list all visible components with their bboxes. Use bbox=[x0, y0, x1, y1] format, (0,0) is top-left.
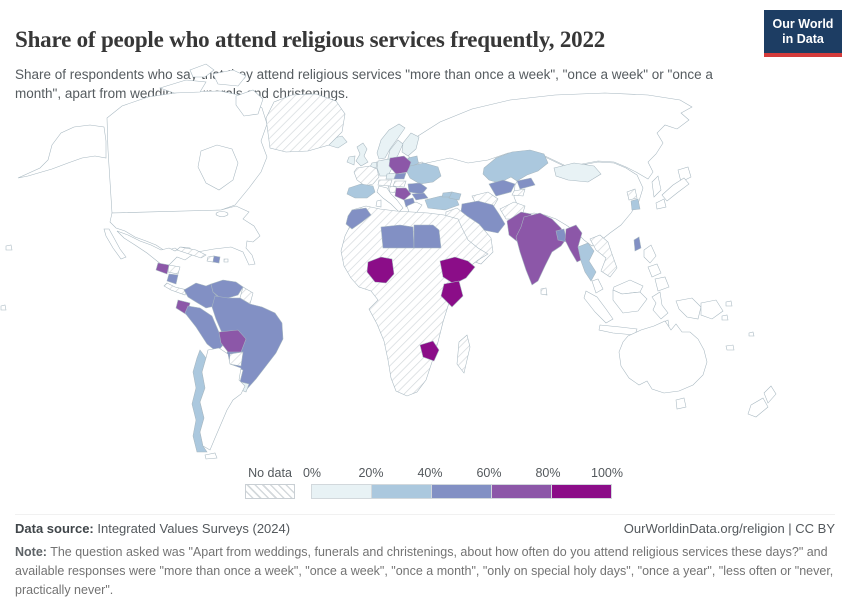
legend-tick-40%: 40% bbox=[417, 466, 443, 480]
country-turkey[interactable] bbox=[424, 195, 460, 211]
country-guatemala[interactable] bbox=[155, 262, 170, 275]
country-papua-new-guinea[interactable] bbox=[700, 299, 733, 320]
country-kyrgyzstan[interactable] bbox=[516, 177, 536, 190]
footnote: Note: The question asked was "Apart from… bbox=[15, 543, 835, 599]
legend-bin-0-20%[interactable] bbox=[311, 484, 372, 499]
country-morocco[interactable] bbox=[345, 207, 372, 230]
legend-color-bar[interactable] bbox=[311, 484, 612, 499]
country-kazakhstan[interactable] bbox=[482, 149, 549, 184]
region-azerbaijan-armenia[interactable] bbox=[448, 191, 462, 201]
owid-logo-line2: in Data bbox=[782, 32, 824, 46]
legend-tick-20%: 20% bbox=[358, 466, 384, 480]
country-madagascar[interactable] bbox=[456, 334, 471, 374]
country-russia[interactable] bbox=[405, 92, 693, 198]
country-paraguay[interactable] bbox=[228, 351, 244, 367]
country-kenya[interactable] bbox=[440, 280, 464, 308]
country-bulgaria[interactable] bbox=[411, 192, 429, 201]
footer: Data source: Integrated Values Surveys (… bbox=[15, 514, 835, 599]
country-mongolia[interactable] bbox=[553, 162, 602, 183]
country-india[interactable] bbox=[515, 212, 568, 286]
country-ireland[interactable] bbox=[346, 155, 356, 166]
region-costa-rica-panama[interactable] bbox=[163, 282, 188, 296]
country-australia[interactable] bbox=[618, 320, 708, 410]
country-argentina[interactable] bbox=[199, 347, 246, 460]
country-nicaragua[interactable] bbox=[166, 273, 179, 285]
data-source-line: Data source: Integrated Values Surveys (… bbox=[15, 521, 290, 536]
country-peru[interactable] bbox=[184, 305, 225, 353]
country-new-zealand[interactable] bbox=[747, 385, 777, 418]
country-venezuela[interactable] bbox=[210, 279, 244, 299]
country-hungary[interactable] bbox=[392, 180, 407, 188]
legend-bin-60-80%[interactable] bbox=[491, 484, 552, 499]
country-taiwan[interactable] bbox=[633, 236, 642, 252]
attribution-link[interactable]: OurWorldinData.org/religion | CC BY bbox=[623, 521, 835, 536]
country-united-kingdom[interactable] bbox=[355, 142, 369, 167]
legend-tick-100%: 100% bbox=[591, 466, 623, 480]
footnote-label: Note: bbox=[15, 545, 47, 559]
country-nigeria[interactable] bbox=[366, 256, 395, 284]
country-slovakia[interactable] bbox=[393, 172, 407, 180]
great-lakes bbox=[215, 211, 229, 217]
legend-bin-20-40%[interactable] bbox=[371, 484, 432, 499]
country-romania[interactable] bbox=[407, 182, 428, 195]
country-bolivia[interactable] bbox=[218, 329, 247, 353]
hudson-bay bbox=[197, 144, 239, 191]
owid-logo-line1: Our World bbox=[772, 17, 834, 31]
country-thailand[interactable] bbox=[577, 242, 597, 282]
country-libya[interactable] bbox=[380, 224, 415, 249]
legend-no-data-label: No data bbox=[248, 466, 292, 480]
country-tajikistan[interactable] bbox=[511, 188, 526, 197]
country-puerto-rico[interactable] bbox=[223, 258, 229, 263]
owid-logo[interactable]: Our World in Data bbox=[764, 10, 842, 57]
region-indochina[interactable] bbox=[589, 234, 618, 278]
legend-tick-labels: 0% 20% 40% 60% 80% 100% bbox=[303, 466, 623, 480]
legend-tick-0%: 0% bbox=[302, 466, 322, 480]
legend-no-data-swatch[interactable] bbox=[245, 484, 295, 499]
country-philippines[interactable] bbox=[643, 244, 670, 292]
page-title: Share of people who attend religious ser… bbox=[15, 27, 606, 53]
region-pacific-islands[interactable] bbox=[0, 244, 755, 351]
legend-tick-80%: 80% bbox=[535, 466, 561, 480]
country-ethiopia[interactable] bbox=[439, 256, 476, 285]
country-uzbekistan[interactable] bbox=[488, 179, 516, 197]
legend-tick-60%: 60% bbox=[476, 466, 502, 480]
country-dominican-republic[interactable] bbox=[212, 255, 221, 264]
country-france[interactable] bbox=[353, 165, 380, 187]
country-finland[interactable] bbox=[401, 132, 420, 157]
region-iberia[interactable] bbox=[346, 183, 376, 199]
legend-bin-40-60%[interactable] bbox=[431, 484, 492, 499]
country-ukraine[interactable] bbox=[406, 162, 442, 185]
chart-subtitle: Share of respondents who say that they a… bbox=[15, 66, 713, 101]
country-cuba[interactable] bbox=[176, 246, 207, 259]
country-south-korea[interactable] bbox=[630, 198, 641, 211]
footnote-value: The question asked was "Apart from weddi… bbox=[15, 545, 834, 597]
country-zimbabwe[interactable] bbox=[419, 340, 440, 362]
country-united-states[interactable] bbox=[17, 124, 261, 266]
legend-bin-80-100%[interactable] bbox=[551, 484, 612, 499]
country-sri-lanka[interactable] bbox=[540, 287, 548, 296]
country-egypt[interactable] bbox=[413, 224, 442, 249]
data-source-value: Integrated Values Surveys (2024) bbox=[93, 521, 291, 536]
country-honduras[interactable] bbox=[167, 264, 181, 275]
country-canada[interactable] bbox=[106, 63, 268, 214]
region-serbia-bosnia[interactable] bbox=[394, 187, 412, 201]
data-source-label: Data source: bbox=[15, 521, 94, 536]
country-greenland[interactable] bbox=[265, 93, 346, 153]
country-north-korea[interactable] bbox=[626, 188, 638, 201]
country-norway[interactable] bbox=[376, 123, 406, 160]
region-alpine[interactable] bbox=[377, 179, 393, 187]
country-japan[interactable] bbox=[655, 166, 692, 210]
